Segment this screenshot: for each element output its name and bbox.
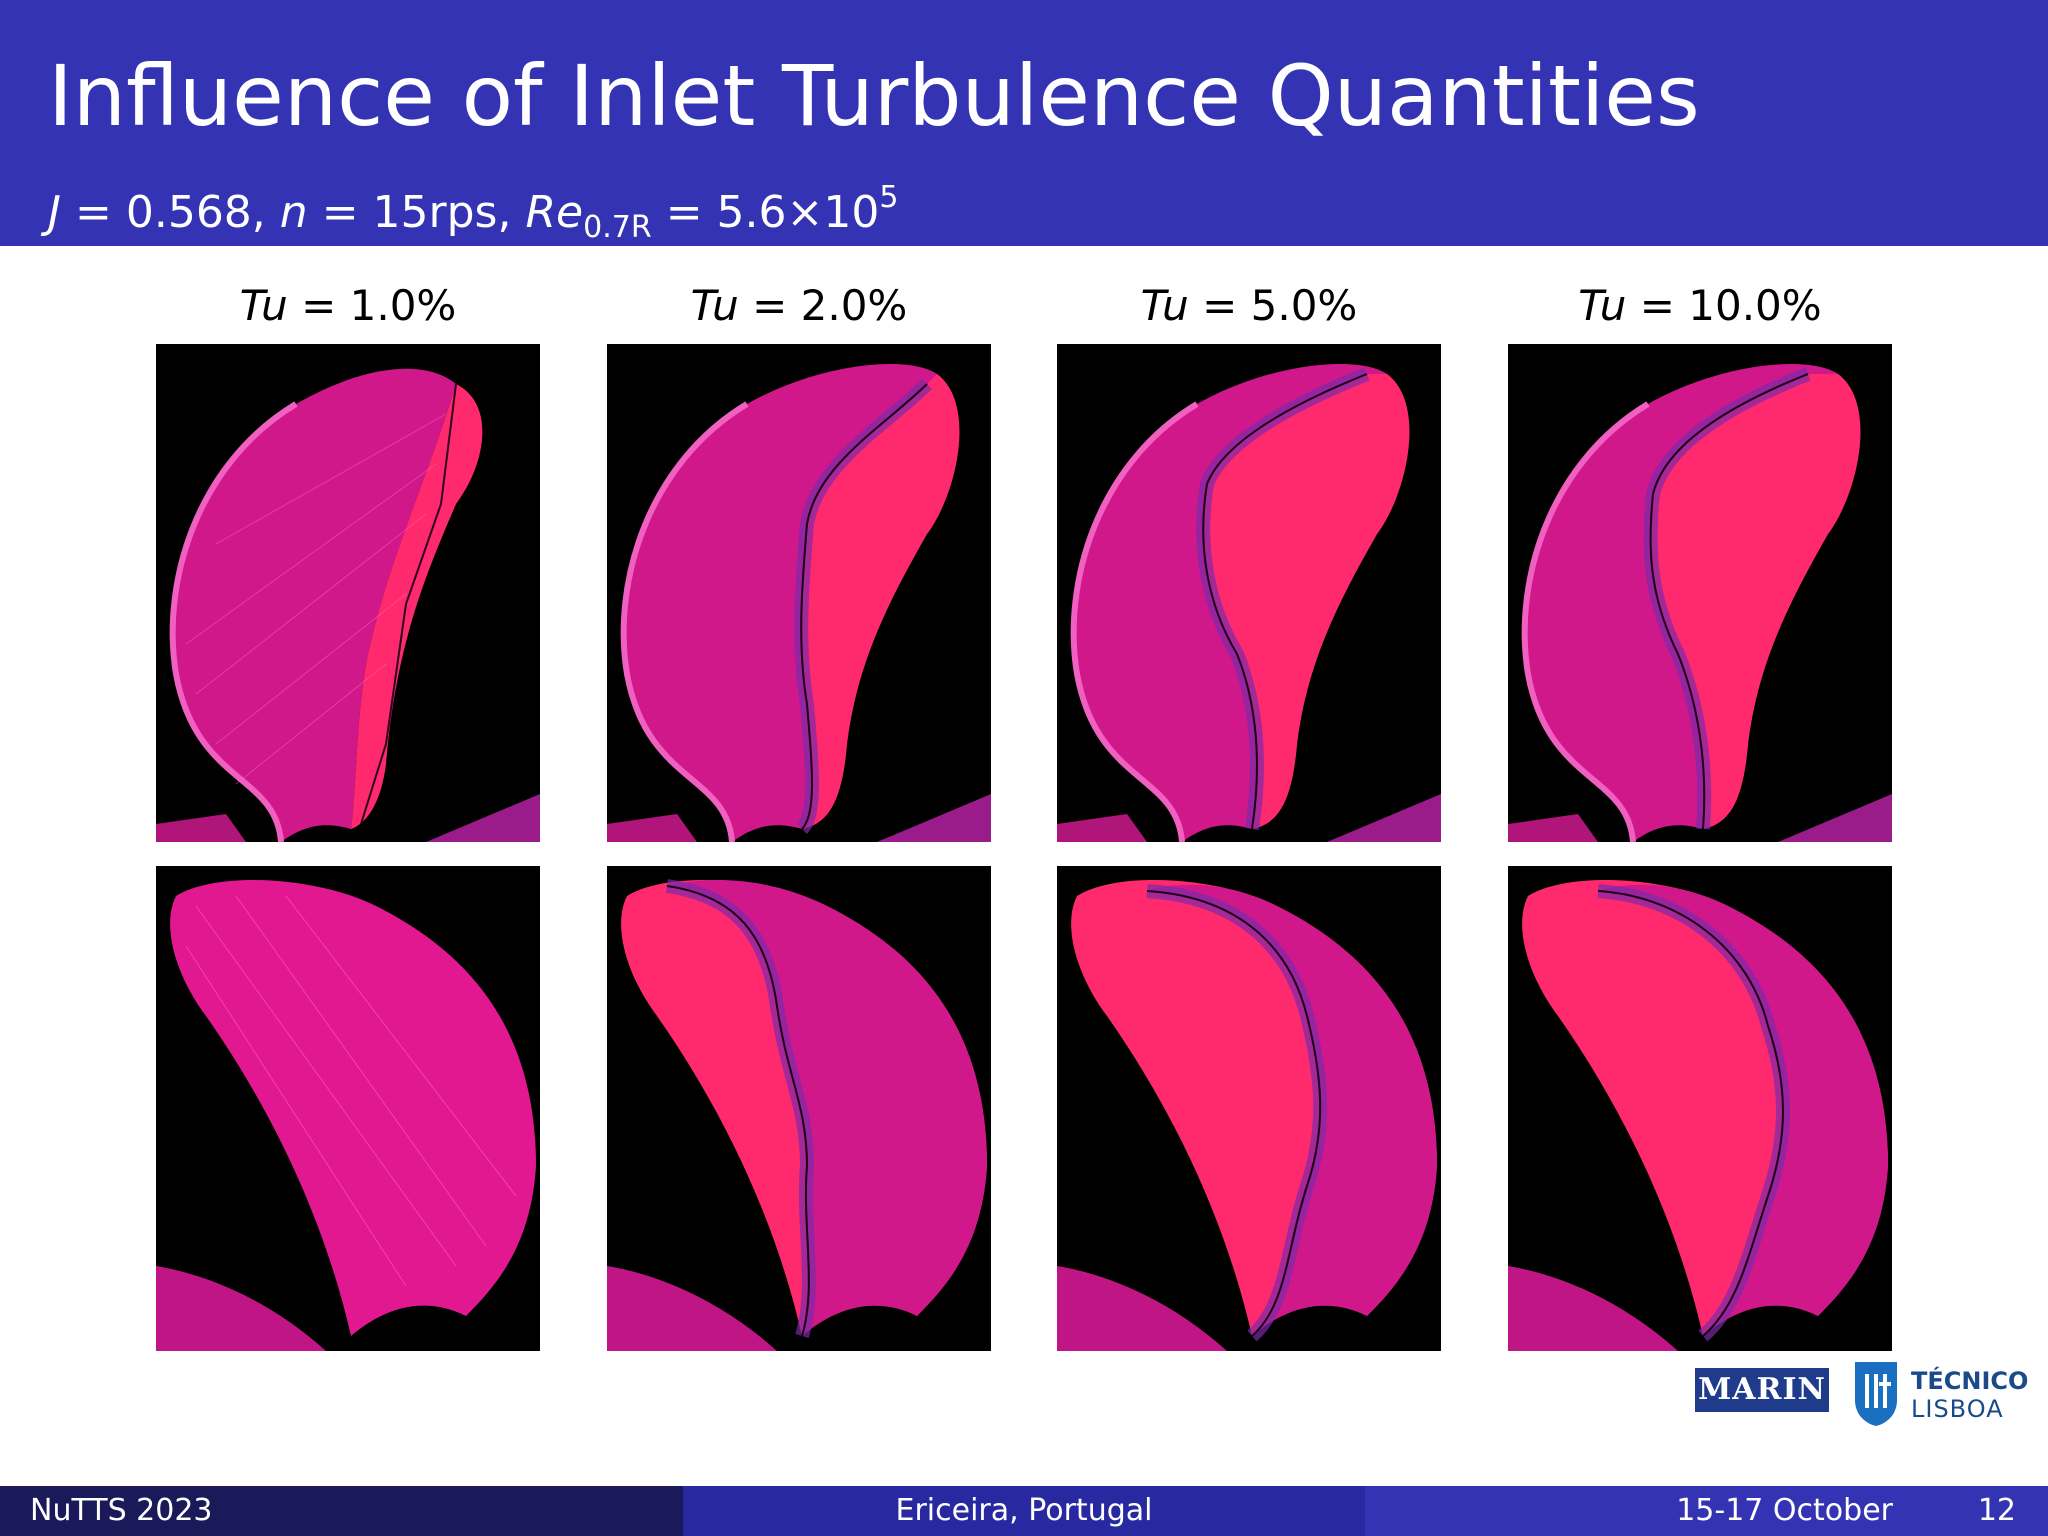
j-value: = 0.568, [74,187,266,238]
slide-subtitle: J = 0.568, n = 15rps, Re0.7R = 5.6×105 [48,168,898,258]
column-label-4: Tu = 10.0% [1508,278,1892,334]
ist-shield-logo [1855,1362,1897,1426]
j-symbol: J [48,187,61,238]
tecnico-wordmark: TÉCNICO [1911,1367,2029,1395]
re-value: = 5.6×10 [665,187,880,238]
blade-image-pressure-tu-4 [1508,866,1892,1351]
n-value: = 15rps, [321,187,512,238]
blade-suction-graphic [156,368,540,842]
blade-pressure-graphic [607,879,987,1351]
blade-suction-graphic [1057,364,1441,842]
blade-suction-graphic [607,364,991,842]
blade-image-suction-tu-4 [1508,344,1892,842]
slide-title: Influence of Inlet Turbulence Quantities [48,47,1700,145]
re-symbol: Re [525,187,584,238]
blade-image-pressure-tu-1 [156,866,540,1351]
blade-image-suction-tu-3 [1057,344,1441,842]
blade-image-pressure-tu-2 [607,866,991,1351]
blade-image-pressure-tu-3 [1057,866,1441,1351]
re-exponent: 5 [879,180,899,215]
footer-center: Ericeira, Portugal [683,1486,1365,1536]
header-bar: Influence of Inlet Turbulence Quantities… [0,0,2048,246]
column-label-1: Tu = 1.0% [156,278,540,334]
tu-value: = 2.0% [752,281,908,330]
tu-symbol: Tu [1578,281,1627,330]
footer-bar: NuTTS 2023 Ericeira, Portugal 15-17 Octo… [0,1486,2048,1536]
lisboa-wordmark: LISBOA [1911,1395,2004,1423]
blade-pressure-graphic [1057,879,1437,1351]
tu-symbol: Tu [239,281,288,330]
tu-value: = 5.0% [1202,281,1358,330]
footer-right: 15-17 October 12 [1365,1486,2048,1536]
blade-suction-graphic [1508,364,1892,842]
column-label-3: Tu = 5.0% [1057,278,1441,334]
page-number: 12 [1977,1493,2016,1528]
marin-logo: MARIN [1695,1368,1829,1412]
tu-value: = 10.0% [1639,281,1822,330]
tu-value: = 1.0% [301,281,457,330]
conference-location: Ericeira, Portugal [895,1493,1153,1528]
tu-symbol: Tu [690,281,739,330]
blade-image-suction-tu-1 [156,344,540,842]
conference-date: 15-17 October [1676,1493,1893,1528]
footer-left: NuTTS 2023 [0,1486,683,1536]
n-symbol: n [279,187,308,238]
blade-image-suction-tu-2 [607,344,991,842]
re-subscript: 0.7R [583,210,652,245]
tu-symbol: Tu [1140,281,1189,330]
blade-pressure-graphic [156,879,537,1351]
institution-logos: MARIN TÉCNICO LISBOA [1695,1360,2035,1440]
column-label-2: Tu = 2.0% [607,278,991,334]
conference-name: NuTTS 2023 [30,1493,213,1528]
blade-pressure-graphic [1508,879,1888,1351]
